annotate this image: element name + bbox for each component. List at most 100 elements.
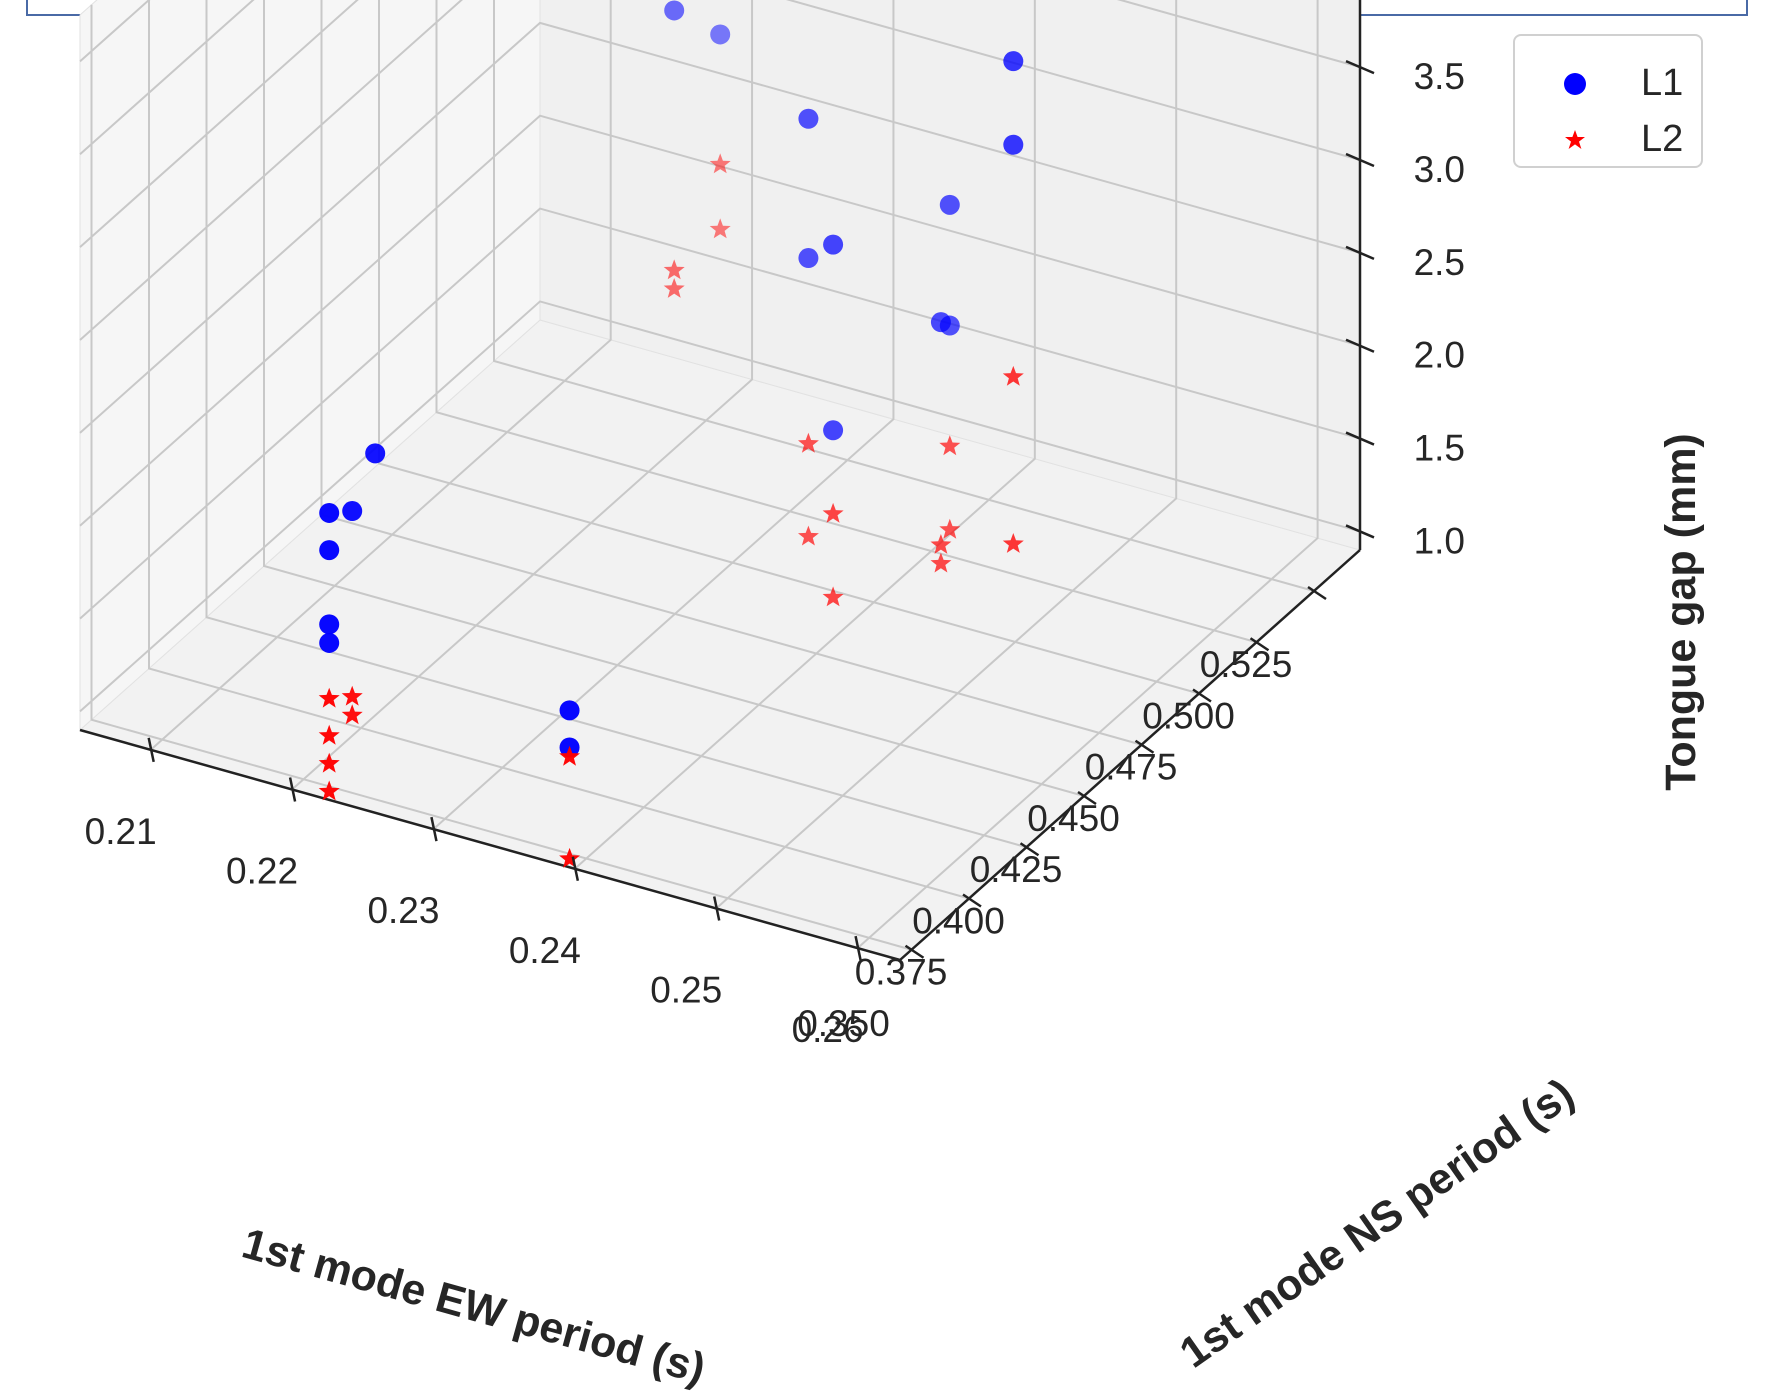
z-tick	[1345, 524, 1375, 539]
l2-point-marker	[318, 752, 340, 773]
legend: L1 L2	[1513, 34, 1703, 168]
l2-point-marker	[939, 518, 961, 539]
y-tick-label: 0.425	[970, 849, 1063, 890]
l2-point-marker	[798, 432, 819, 453]
y-grid-line	[205, 0, 1027, 849]
l1-point-marker	[798, 108, 819, 129]
x-grid-line	[432, 0, 895, 830]
z-tick	[1345, 338, 1375, 353]
tick-labels: 0.21 0.22 0.23 0.24 0.25 0.260.350 0.375 0.400 0…	[85, 0, 1465, 1050]
x-tick	[288, 777, 297, 802]
l2-point-marker	[930, 552, 952, 573]
l2-point-marker	[930, 534, 952, 554]
y-grid-line	[263, 0, 1085, 797]
y-tick-label: 0.500	[1142, 695, 1235, 736]
legend-label-l2: L2	[1641, 118, 1684, 160]
l2-point-marker	[663, 259, 685, 280]
l1-point-marker	[939, 194, 960, 215]
legend-item-l2: L2	[1515, 114, 1701, 164]
tick-marks	[147, 59, 1375, 961]
x-tick	[430, 816, 438, 842]
y-grid-line	[378, 0, 1200, 695]
axes-panes	[78, 0, 1362, 961]
axis-lines	[79, 0, 1362, 962]
x-tick-label: 0.21	[85, 811, 157, 852]
y-tick	[1019, 842, 1040, 857]
l1-point-marker	[664, 0, 685, 21]
x-grid-line	[150, 0, 612, 751]
y-grid-line	[148, 0, 970, 900]
z-grid-line	[79, 114, 1361, 527]
x-tick	[854, 935, 862, 961]
l1-point-marker	[1003, 51, 1024, 72]
y-tick-label: 0.350	[797, 1003, 890, 1044]
z-grid-line	[79, 0, 1361, 341]
l2-point-marker	[341, 704, 363, 725]
l2-point-marker	[1002, 365, 1024, 386]
l1-point-marker	[1003, 134, 1024, 155]
z-tick-label: 3.5	[1414, 56, 1465, 97]
x-tick-label: 0.23	[367, 890, 439, 931]
y-tick	[1249, 637, 1270, 652]
x-grid-line	[715, 0, 1178, 910]
l1-point-marker	[823, 420, 844, 441]
l2-point-marker	[663, 278, 685, 298]
z-grid-line	[79, 300, 1361, 713]
z-grid-line	[79, 0, 1361, 248]
x-tick	[712, 896, 721, 921]
l1-point-marker	[319, 614, 340, 635]
z-tick	[1345, 245, 1375, 261]
x-tick	[571, 856, 580, 882]
x-grid-line	[291, 0, 754, 791]
l2-point-marker	[559, 745, 580, 766]
z-tick-label: 1.0	[1414, 520, 1465, 561]
l1-point-marker	[710, 24, 731, 45]
y-grid-line	[493, 0, 1315, 592]
l1-point-marker	[319, 632, 340, 653]
star-marker-icon	[1565, 130, 1585, 149]
l2-point-marker	[1002, 533, 1024, 553]
z-grid-line	[79, 0, 255, 156]
x-tick-label: 0.24	[509, 930, 581, 971]
l1-point-marker	[319, 540, 340, 561]
l2-point-marker	[798, 525, 819, 546]
l2-point-marker	[341, 685, 363, 706]
side-pane	[79, 0, 541, 732]
y-grid-line	[435, 0, 1257, 644]
x-tick-label: 0.25	[650, 969, 722, 1010]
l1-point-marker	[559, 700, 580, 721]
y-tick	[1192, 688, 1212, 703]
l2-point-marker	[822, 586, 844, 607]
l2-point-marker	[318, 780, 340, 801]
l2-point-marker	[559, 847, 580, 868]
y-tick	[1134, 739, 1155, 754]
y-tick	[1307, 585, 1327, 601]
l2-point-marker	[318, 724, 340, 745]
l1-point-marker	[342, 501, 363, 522]
z-tick	[1345, 152, 1375, 168]
l1-point-marker	[319, 502, 340, 523]
y-tick	[904, 944, 925, 959]
l1-point-marker	[798, 248, 819, 269]
l2-point-marker	[709, 218, 731, 239]
z-tick-label: 3.0	[1414, 149, 1465, 190]
z-axis-label: Tongue gap (mm)	[1657, 433, 1705, 791]
x-tick	[147, 737, 155, 763]
l2-point-marker	[822, 502, 844, 523]
y-axis-line	[899, 549, 1361, 961]
l2-point-marker	[709, 153, 731, 174]
y-grid-line	[90, 4, 912, 951]
grid-lines	[79, 0, 1361, 951]
y-axis-label: 1st mode NS period (s)	[1171, 1070, 1582, 1378]
z-grid-line	[79, 207, 1361, 620]
z-grid-line	[79, 21, 1361, 434]
legend-label-l1: L1	[1641, 62, 1684, 104]
y-tick-label: 0.400	[912, 900, 1005, 941]
x-grid-line	[574, 0, 1036, 870]
x-axis-label: 1st mode EW period (s)	[237, 1220, 710, 1394]
z-tick-label: 2.0	[1414, 335, 1465, 376]
circle-marker-icon	[1564, 73, 1586, 95]
legend-item-l1: L1	[1515, 58, 1701, 108]
z-tick-label: 2.5	[1414, 242, 1465, 283]
y-tick-label: 0.475	[1085, 747, 1178, 788]
